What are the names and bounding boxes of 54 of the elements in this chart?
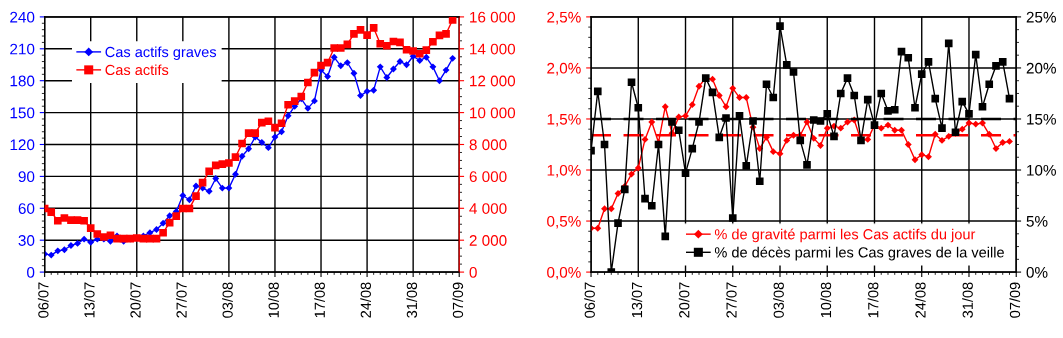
y-tick-label: 180 [10, 75, 35, 87]
y2-tick-label: 0% [1026, 266, 1048, 278]
y-tick-label: 0 [27, 266, 35, 278]
y-tick-label: 90 [18, 171, 35, 183]
y-tick-label: 60 [18, 203, 35, 214]
y2-tick-label: 12 000 [470, 75, 516, 87]
y-tick-label: 0,0% [547, 266, 581, 280]
x-tick-label: 13/07 [631, 282, 643, 318]
y2-tick-label: 14 000 [470, 43, 516, 55]
y-tick-label: 150 [10, 107, 35, 119]
y2-tick-label: 2 000 [469, 235, 507, 246]
y-tick-label: 30 [18, 235, 35, 246]
x-tick-label: 24/08 [914, 282, 926, 318]
x-tick-label: 13/07 [83, 282, 95, 318]
x-tick-label: 03/08 [222, 282, 233, 318]
y2-tick-label: 15% [1027, 113, 1056, 125]
x-tick-label: 17/08 [314, 282, 325, 318]
y2-tick-label: 0 [469, 266, 477, 278]
legend-label: Cas actifs [105, 64, 169, 76]
legend-label: % de gravité parmi les Cas actifs du jour [714, 228, 976, 243]
y-tick-label: 2,5% [547, 11, 581, 25]
x-tick-label: 10/08 [820, 282, 832, 318]
y2-tick-label: 4 000 [469, 203, 507, 214]
y-tick-label: 1,0% [547, 164, 581, 178]
y-tick-label: 240 [10, 11, 35, 23]
x-tick-label: 17/08 [867, 282, 879, 318]
x-tick-label: 20/07 [129, 282, 141, 318]
x-tick-label: 27/07 [725, 282, 737, 318]
y2-tick-label: 6 000 [469, 171, 507, 183]
y2-tick-label: 10% [1027, 164, 1056, 176]
y2-tick-label: 25% [1026, 11, 1056, 23]
y-tick-label: 0,5% [547, 215, 581, 229]
y-tick-label: 1,5% [547, 113, 581, 127]
y2-tick-label: 20% [1026, 62, 1056, 74]
y2-tick-label: 16 000 [470, 11, 516, 23]
x-tick-label: 10/08 [268, 282, 279, 318]
y-tick-label: 210 [10, 43, 35, 55]
x-tick-label: 31/08 [406, 282, 418, 318]
y-tick-label: 120 [10, 139, 35, 151]
x-tick-label: 06/07 [584, 282, 595, 318]
x-tick-label: 27/07 [176, 282, 187, 318]
x-tick-label: 31/08 [962, 282, 973, 318]
y2-tick-label: 5% [1026, 215, 1048, 227]
x-tick-label: 20/07 [678, 282, 690, 318]
x-tick-label: 06/07 [37, 282, 49, 318]
legend-label: Cas actifs graves [105, 46, 217, 61]
legend-label: % de décès parmi les Cas graves de la veille [714, 246, 1004, 261]
x-tick-label: 07/09 [1009, 282, 1021, 318]
y2-tick-label: 10 000 [470, 107, 516, 119]
y2-tick-label: 8 000 [469, 139, 507, 151]
x-tick-label: 07/09 [452, 282, 464, 318]
y-tick-label: 2,0% [547, 62, 581, 76]
x-tick-label: 03/08 [773, 282, 784, 318]
x-tick-label: 24/08 [360, 282, 371, 318]
